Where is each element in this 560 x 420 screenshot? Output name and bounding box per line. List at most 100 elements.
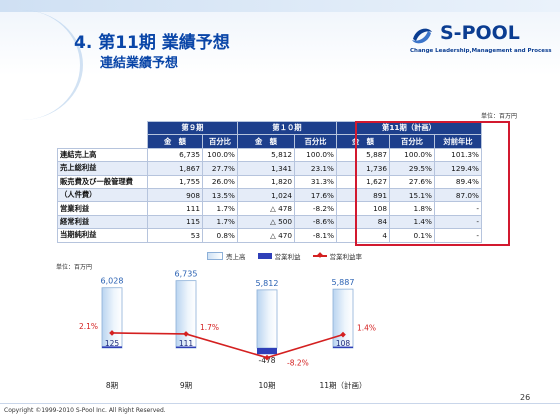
table-cell: 27.7% <box>202 161 238 176</box>
sales-bar-label: 6,028 <box>101 277 124 286</box>
legend-swatch-sales <box>207 252 223 260</box>
table-cell: 1,820 <box>237 174 295 189</box>
op-margin-label: -8.2% <box>287 359 309 368</box>
row-label: 当期純利益 <box>57 228 148 243</box>
op-profit-bar-label: -478 <box>258 356 275 365</box>
table-cell: 1.4% <box>389 214 435 230</box>
legend-label-op: 営業利益 <box>274 253 301 261</box>
table-cell: 1.7% <box>202 201 238 216</box>
op-profit-bar <box>257 348 277 355</box>
table-cell: 0.8% <box>202 228 238 243</box>
op-profit-bar <box>102 346 122 348</box>
sales-bar <box>175 280 197 349</box>
sales-bar-label: 5,887 <box>332 278 355 287</box>
subheader-amount: 金 額 <box>336 134 390 149</box>
page-number: 26 <box>520 393 531 402</box>
op-profit-bar-label: 108 <box>336 339 351 348</box>
row-label: （人件費） <box>57 187 148 203</box>
op-margin-point <box>109 330 115 336</box>
table-row: 営業利益 111 1.7% △ 478 -8.2% 108 1.8% - <box>57 201 482 216</box>
table-cell: 89.4% <box>434 174 482 189</box>
slide-subtitle: 連結業績予想 <box>100 56 179 71</box>
op-margin-point <box>183 331 189 337</box>
op-margin-point <box>264 354 270 361</box>
slide-title: 4. 第11期 業績予想 <box>74 33 230 53</box>
table-cell: - <box>434 214 482 230</box>
decorative-swoosh <box>0 10 83 120</box>
table-cell: - <box>434 228 482 243</box>
table-row: 売上総利益 1,867 27.7% 1,341 23.1% 1,736 29.5% 129.4… <box>57 161 482 176</box>
logo-name: S-POOL <box>440 22 520 44</box>
table-row: 販売費及び一般管理費 1,755 26.0% 1,820 31.3% 1,627 27.6%… <box>57 174 482 189</box>
logo-tagline: Change Leadership,Management and Process <box>410 48 552 54</box>
copyright-text: Copyright ©1999-2010 S-Pool Inc. All Rig… <box>4 407 166 414</box>
table-cell: - <box>434 201 482 216</box>
op-margin-point <box>340 331 346 338</box>
table-cell: 1,736 <box>336 161 390 176</box>
category-label: 10期 <box>258 381 275 390</box>
legend-item-rate: 営業利益率 <box>312 251 363 261</box>
legend-swatch-op <box>257 253 272 259</box>
table-cell: 17.6% <box>294 187 337 203</box>
table-cell: 0.1% <box>389 228 435 243</box>
op-margin-label: 1.4% <box>357 324 376 333</box>
op-profit-bar-label: 125 <box>105 339 120 348</box>
table-cell: 129.4% <box>434 161 482 176</box>
table-cell: 1,627 <box>336 174 390 189</box>
table-cell: 31.3% <box>294 174 337 189</box>
row-label: 経常利益 <box>57 214 148 230</box>
table-cell: 101.3% <box>434 147 482 163</box>
table-row: 経常利益 115 1.7% △ 500 -8.6% 84 1.4% - <box>57 214 482 230</box>
category-label: 8期 <box>106 381 118 390</box>
op-margin-line <box>111 332 344 359</box>
table-cell: 100.0% <box>202 147 238 163</box>
sales-bar-label: 5,812 <box>256 279 279 288</box>
header-period-10: 第１０期 <box>237 120 337 136</box>
subheader-ratio: 百分比 <box>294 134 337 149</box>
financial-forecast-table: 第９期 第１０期 第11期（計画） 金 額 百分比 金 額 百分比 金 額 百分… <box>57 120 482 243</box>
table-cell: △ 478 <box>237 201 295 216</box>
op-profit-bar <box>176 346 196 348</box>
table-cell: 100.0% <box>389 147 435 163</box>
table-cell: 4 <box>336 228 390 243</box>
legend-label-sales: 売上高 <box>226 253 246 261</box>
logo-mark-icon <box>412 28 432 44</box>
table-cell: 13.5% <box>202 187 238 203</box>
table-cell: -8.6% <box>294 214 337 230</box>
row-label: 売上総利益 <box>57 161 148 176</box>
table-row: （人件費） 908 13.5% 1,024 17.6% 891 15.1% 87.0% <box>57 187 482 203</box>
table-cell: 891 <box>336 187 390 203</box>
legend-item-sales: 売上高 <box>207 251 246 261</box>
op-margin-label: 1.7% <box>200 323 219 332</box>
row-label: 営業利益 <box>57 201 148 216</box>
table-cell: △ 500 <box>237 214 295 230</box>
table-cell: 108 <box>336 201 390 216</box>
category-label: 9期 <box>180 381 192 390</box>
table-cell: -8.1% <box>294 228 337 243</box>
footer-rule <box>0 403 560 404</box>
sales-bar-label: 6,735 <box>175 270 198 279</box>
legend-label-rate: 営業利益率 <box>329 253 363 261</box>
legend-item-op: 営業利益 <box>257 251 301 261</box>
subheader-yoy: 対前年比 <box>434 134 482 149</box>
table-row: 当期純利益 53 0.8% △ 470 -8.1% 4 0.1% - <box>57 228 482 243</box>
table-cell: 87.0% <box>434 187 482 203</box>
company-logo: S-POOL Change Leadership,Management and … <box>410 22 552 62</box>
category-label: 11期（計画） <box>319 380 366 390</box>
chart-unit-label: 単位：百万円 <box>56 264 93 271</box>
top-stripe <box>0 0 560 12</box>
table-cell: 111 <box>147 201 203 216</box>
table-body: 連結売上高 6,735 100.0% 5,812 100.0% 5,887 100.0% 10… <box>57 147 482 243</box>
table-cell: △ 470 <box>237 228 295 243</box>
table-cell: 5,812 <box>237 147 295 163</box>
table-cell: -8.2% <box>294 201 337 216</box>
op-profit-bar <box>333 346 353 348</box>
legend-swatch-rate <box>312 255 327 257</box>
op-margin-label: 2.1% <box>79 322 98 331</box>
op-profit-bar-label: 111 <box>179 339 194 348</box>
table-cell: 53 <box>147 228 203 243</box>
sales-bar <box>256 289 278 349</box>
table-unit-label: 単位：百万円 <box>481 113 518 120</box>
table-row: 連結売上高 6,735 100.0% 5,812 100.0% 5,887 100.0% 10… <box>57 147 482 163</box>
